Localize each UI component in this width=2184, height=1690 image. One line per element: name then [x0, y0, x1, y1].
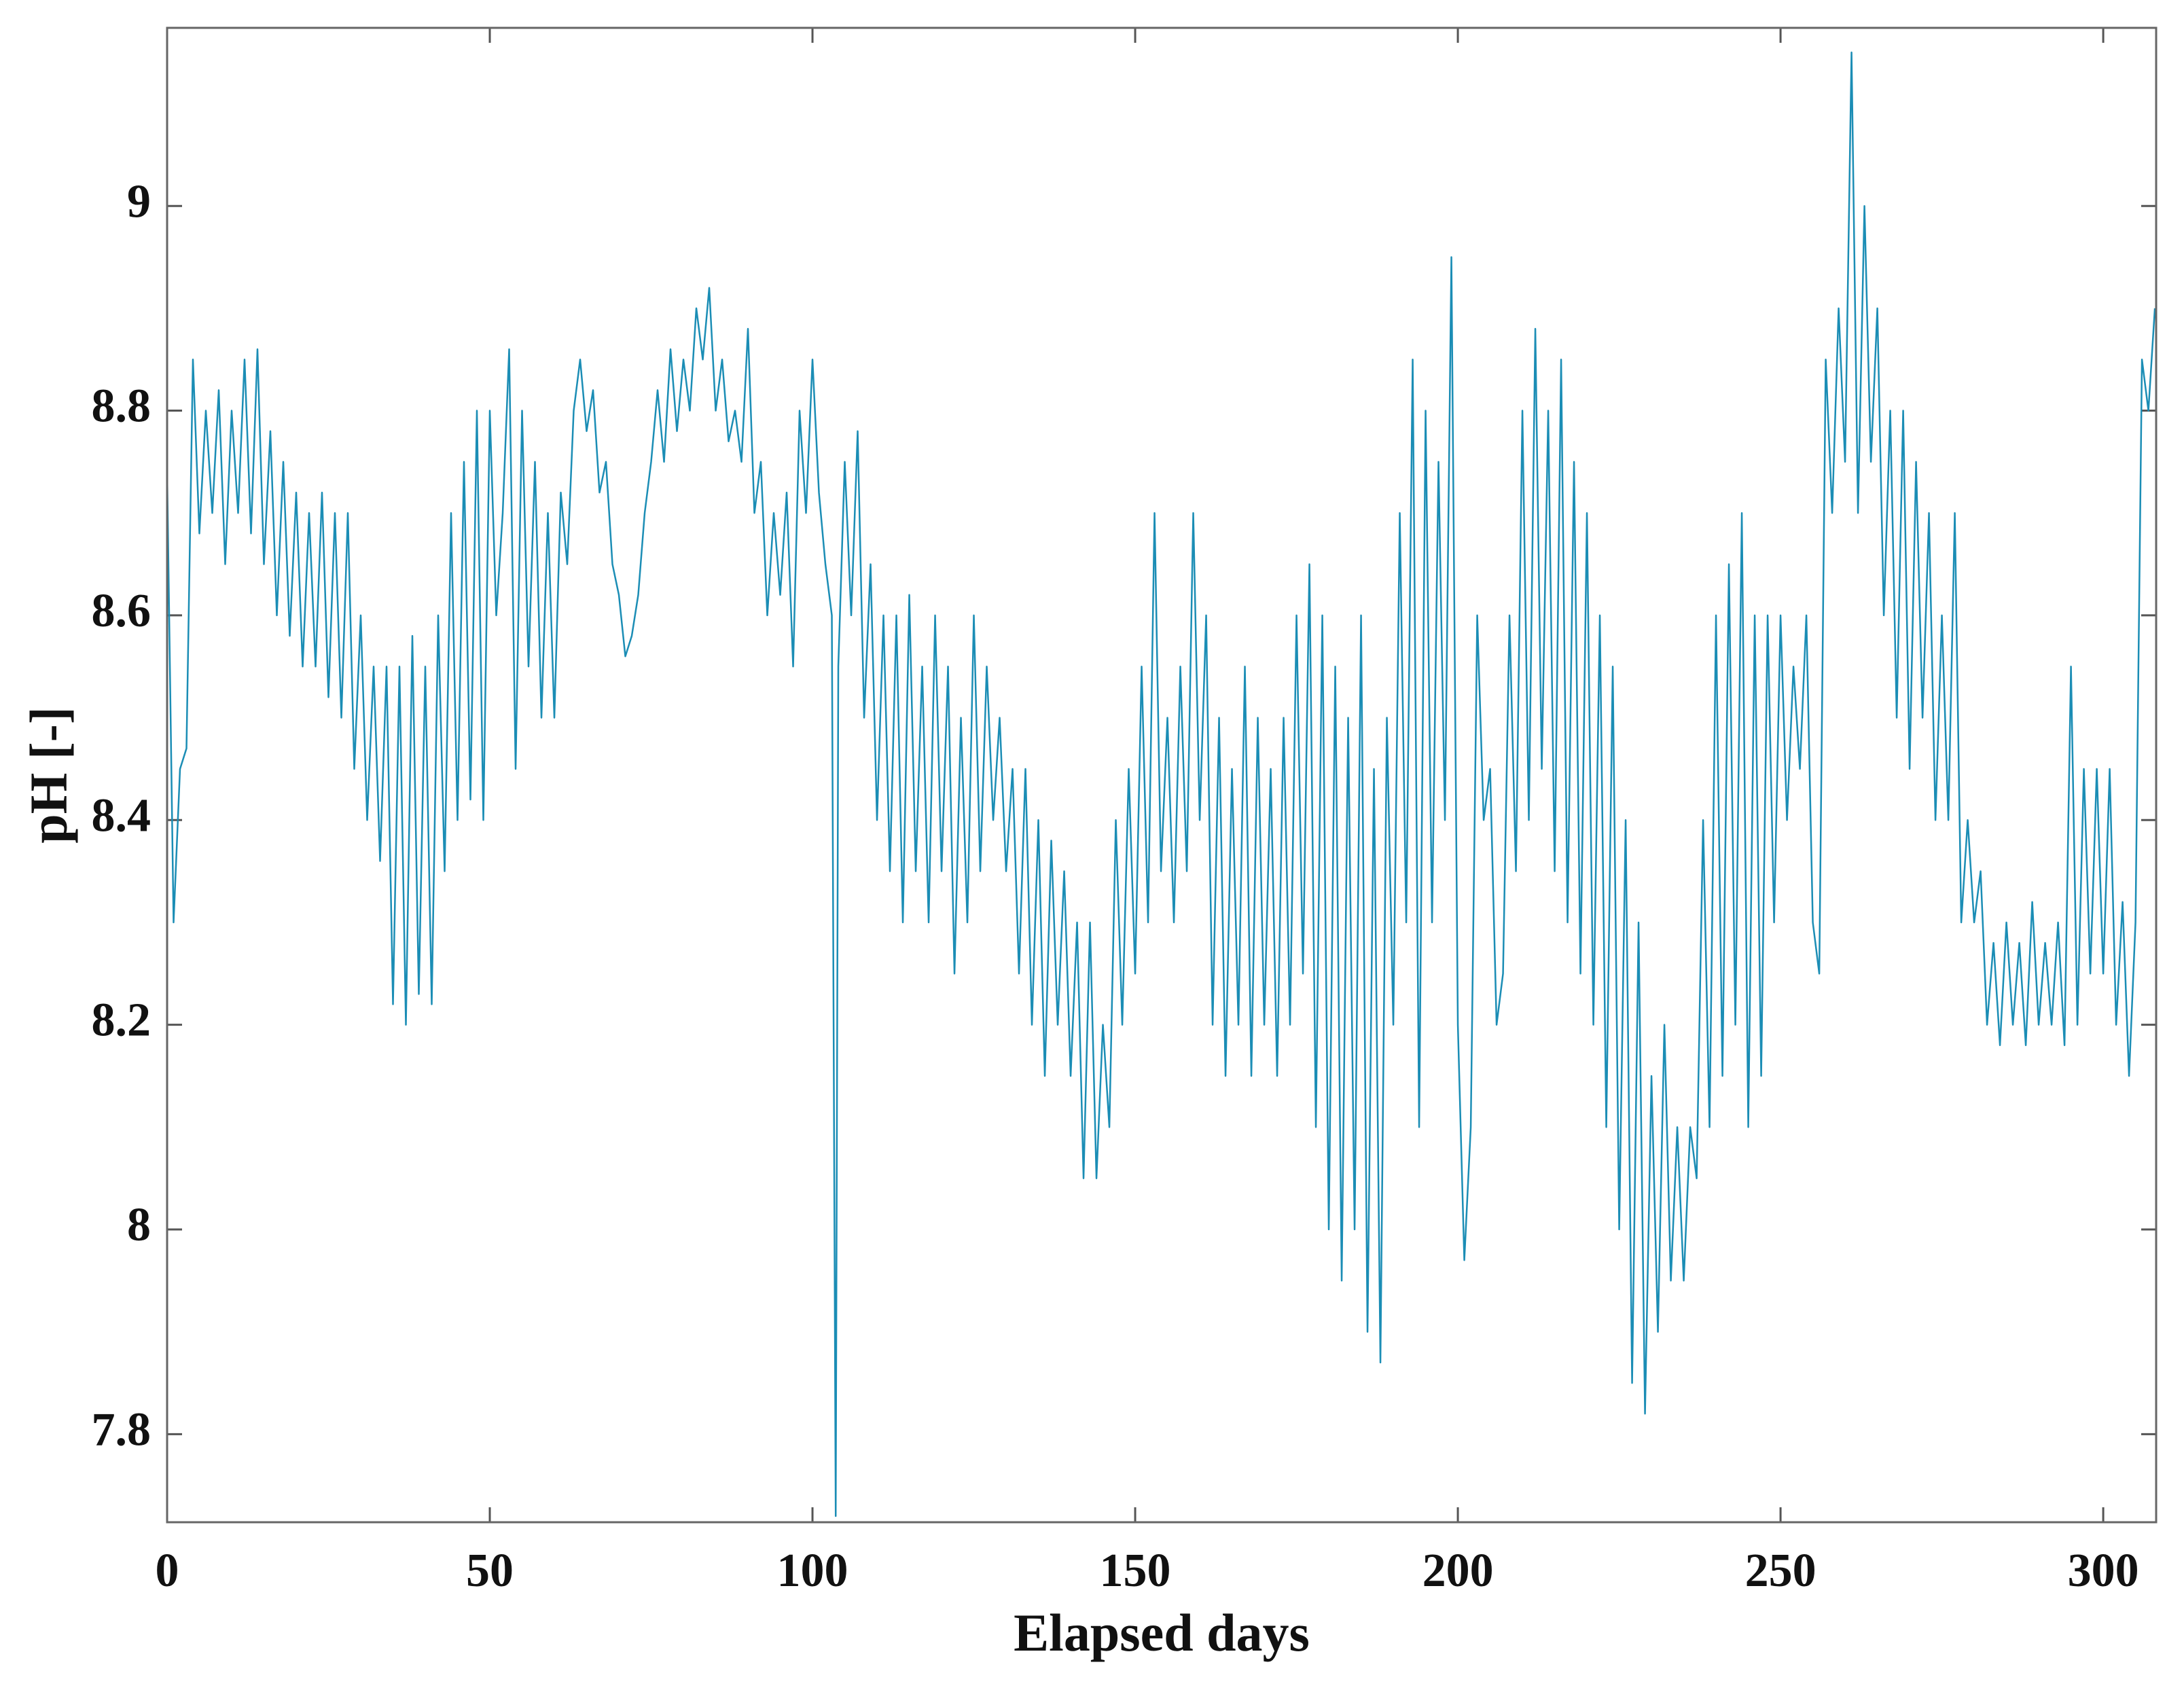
x-tick-label: 250: [1745, 1545, 1816, 1597]
plot-frame: [166, 26, 2158, 1524]
x-tick-label: 300: [2068, 1545, 2139, 1597]
y-tick-label: 9: [127, 175, 151, 228]
y-tick-label: 8.4: [92, 789, 151, 842]
y-tick-label: 8.6: [92, 585, 151, 637]
x-tick-label: 150: [1100, 1545, 1171, 1597]
x-tick-label: 0: [156, 1545, 179, 1597]
y-tick-label: 8.8: [92, 380, 151, 433]
x-tick-label: 50: [466, 1545, 514, 1597]
y-tick-label: 8.2: [92, 994, 151, 1047]
x-tick-label: 200: [1422, 1545, 1494, 1597]
y-axis-label: pH [-]: [19, 706, 78, 843]
x-tick-label: 100: [777, 1545, 848, 1597]
y-tick-label: 8: [127, 1199, 151, 1251]
x-axis-label: Elapsed days: [1014, 1603, 1310, 1662]
y-tick-label: 7.8: [92, 1403, 151, 1456]
data-line: [167, 51, 2156, 1517]
